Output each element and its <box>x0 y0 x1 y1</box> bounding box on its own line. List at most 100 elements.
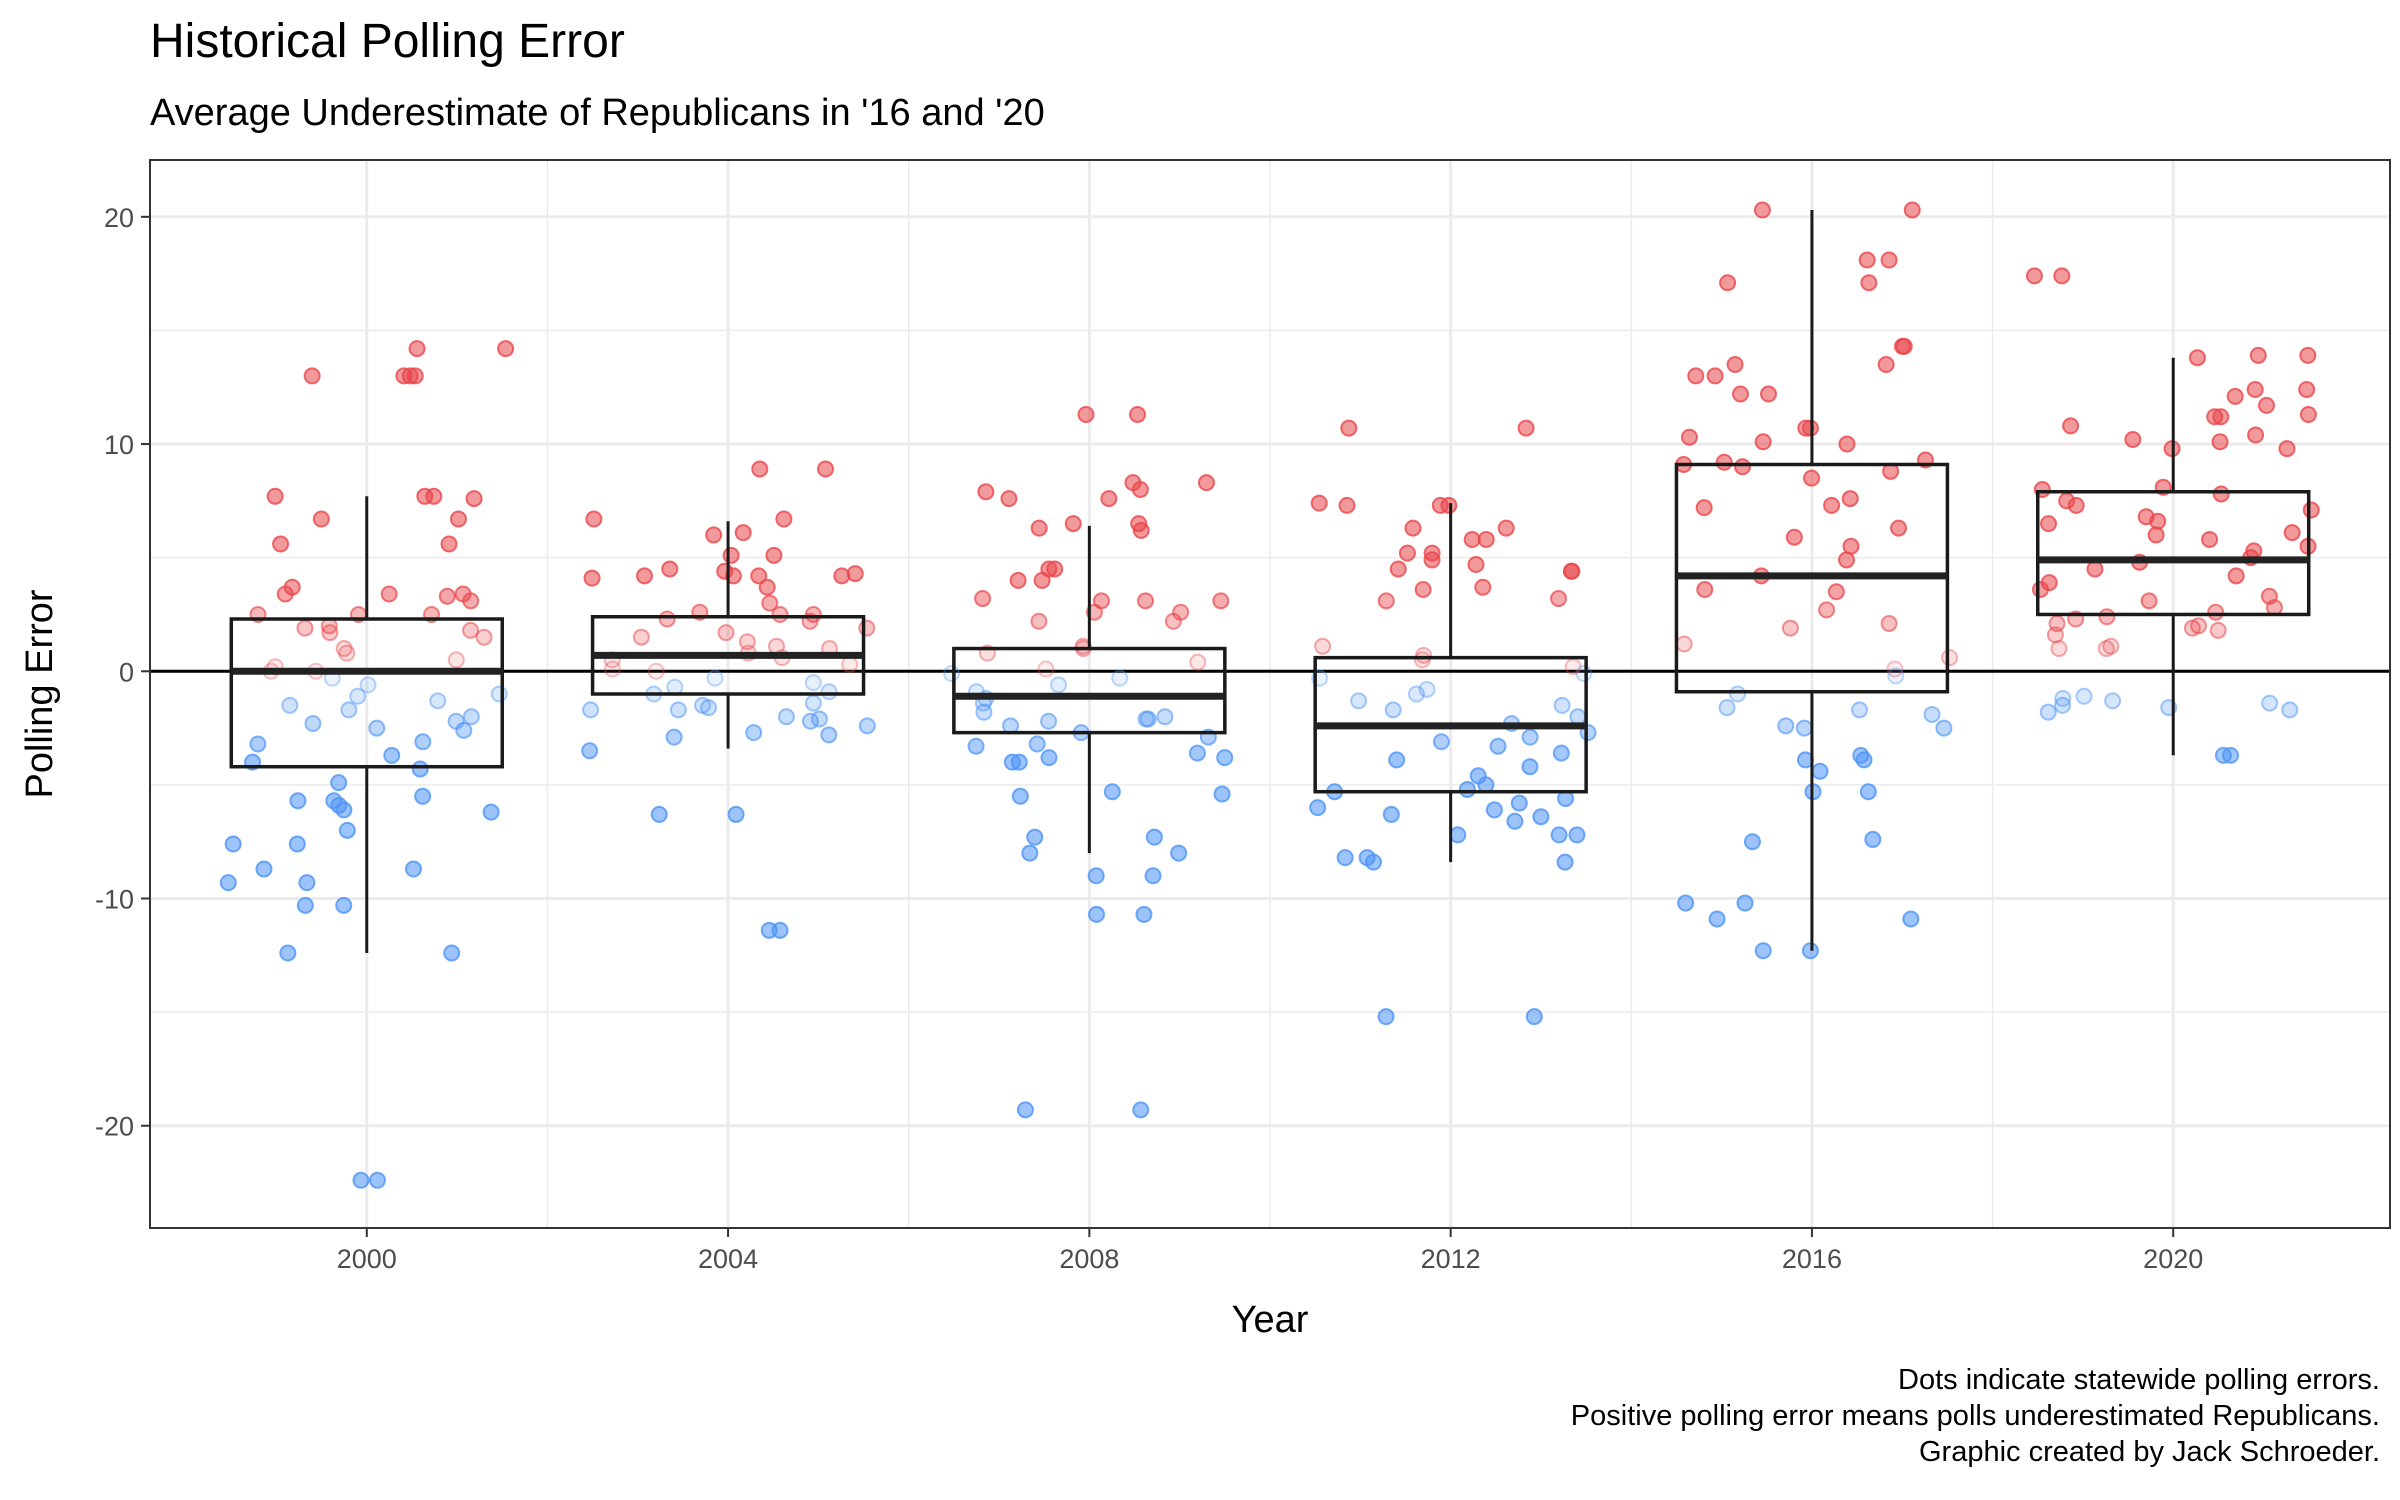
data-point <box>352 1171 370 1189</box>
data-point <box>1855 751 1873 769</box>
data-point <box>1485 801 1503 819</box>
data-point <box>1877 356 1895 374</box>
data-point <box>1413 651 1431 669</box>
data-point <box>279 944 297 962</box>
x-axis-title: Year <box>1232 1299 1309 1341</box>
data-point <box>2149 512 2167 530</box>
data-point <box>1216 749 1234 767</box>
data-point <box>1935 719 1953 737</box>
data-point <box>1923 705 1941 723</box>
data-point <box>2098 608 2116 626</box>
data-point <box>1553 696 1571 714</box>
data-point <box>801 712 819 730</box>
data-point <box>1860 274 1878 292</box>
data-point <box>833 567 851 585</box>
data-point <box>2299 406 2317 424</box>
boxes <box>229 209 2311 954</box>
data-point <box>2025 267 2043 285</box>
box-iqr <box>2035 490 2311 617</box>
data-point <box>276 585 294 603</box>
data-point <box>706 669 724 687</box>
data-point <box>1718 699 1736 717</box>
data-point <box>482 803 500 821</box>
data-point <box>1731 385 1749 403</box>
data-point <box>1423 551 1441 569</box>
data-point <box>817 460 835 478</box>
data-point <box>717 624 735 642</box>
data-point <box>338 644 356 662</box>
data-point <box>1708 910 1726 928</box>
data-point <box>1706 367 1724 385</box>
data-point <box>1827 583 1845 601</box>
data-point <box>335 640 353 658</box>
data-point <box>2075 687 2093 705</box>
data-point <box>454 585 472 603</box>
data-point <box>1389 560 1407 578</box>
data-point <box>411 760 429 778</box>
data-point <box>335 801 353 819</box>
data-point <box>1040 712 1058 730</box>
data-point <box>1458 780 1476 798</box>
data-point <box>1719 274 1737 292</box>
data-point <box>1675 635 1693 653</box>
data-point <box>1009 571 1027 589</box>
data-point <box>804 674 822 692</box>
data-point <box>1336 849 1354 867</box>
data-point <box>1568 826 1586 844</box>
data-point <box>2053 267 2071 285</box>
data-point <box>1314 637 1332 655</box>
data-point <box>2246 381 2264 399</box>
data-point <box>1384 701 1402 719</box>
data-point <box>758 578 776 596</box>
data-point <box>1552 744 1570 762</box>
data-point <box>1886 660 1904 678</box>
data-point <box>1734 458 1752 476</box>
data-point <box>2211 433 2229 451</box>
data-point <box>661 560 679 578</box>
data-point <box>2299 346 2317 364</box>
data-point <box>650 805 668 823</box>
data-point <box>858 619 876 637</box>
data-point <box>1382 805 1400 823</box>
data-point <box>2050 640 2068 658</box>
data-point <box>1777 717 1795 735</box>
data-point <box>1144 867 1162 885</box>
data-point <box>1377 592 1395 610</box>
data-point <box>1525 1008 1543 1026</box>
data-point <box>635 567 653 585</box>
data-point <box>321 624 339 642</box>
y-tick-label: -10 <box>95 885 134 915</box>
data-point <box>745 724 763 742</box>
data-point <box>1213 785 1231 803</box>
data-point <box>1011 787 1029 805</box>
data-point <box>1696 580 1714 598</box>
x-tick-label: 2016 <box>1782 1244 1842 1274</box>
chart-caption: Dots indicate statewide polling errors. … <box>1571 1362 2380 1470</box>
data-point <box>1132 1101 1150 1119</box>
y-tick-label: 10 <box>104 430 134 460</box>
x-tick-label: 2008 <box>1059 1244 1119 1274</box>
x-tick-label: 2000 <box>337 1244 397 1274</box>
data-point <box>1309 799 1327 817</box>
data-point <box>449 510 467 528</box>
data-point <box>2097 640 2115 658</box>
data-point <box>771 605 789 623</box>
data-point <box>1726 356 1744 374</box>
data-point <box>1050 676 1068 694</box>
data-point <box>1677 894 1695 912</box>
data-point <box>1715 453 1733 471</box>
data-point <box>967 737 985 755</box>
data-point <box>2226 387 2244 405</box>
data-point <box>1803 469 1821 487</box>
data-point <box>2102 637 2120 655</box>
x-tick-label: 2004 <box>698 1244 758 1274</box>
data-point <box>1569 708 1587 726</box>
data-point <box>266 487 284 505</box>
data-point <box>1338 496 1356 514</box>
data-point <box>1736 894 1754 912</box>
data-point <box>2054 696 2072 714</box>
data-point <box>1781 619 1799 637</box>
data-point <box>1418 680 1436 698</box>
data-point <box>1550 590 1568 608</box>
data-point <box>1941 649 1959 667</box>
